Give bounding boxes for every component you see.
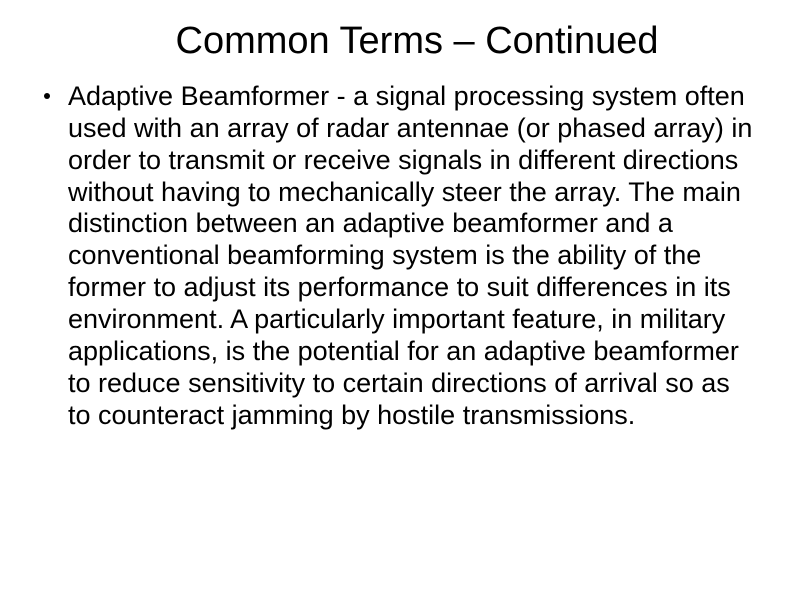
bullet-icon xyxy=(44,93,50,99)
content-area: Adaptive Beamformer - a signal processin… xyxy=(40,81,754,431)
body-text: Adaptive Beamformer - a signal processin… xyxy=(68,81,754,431)
slide-title: Common Terms – Continued xyxy=(80,20,754,63)
